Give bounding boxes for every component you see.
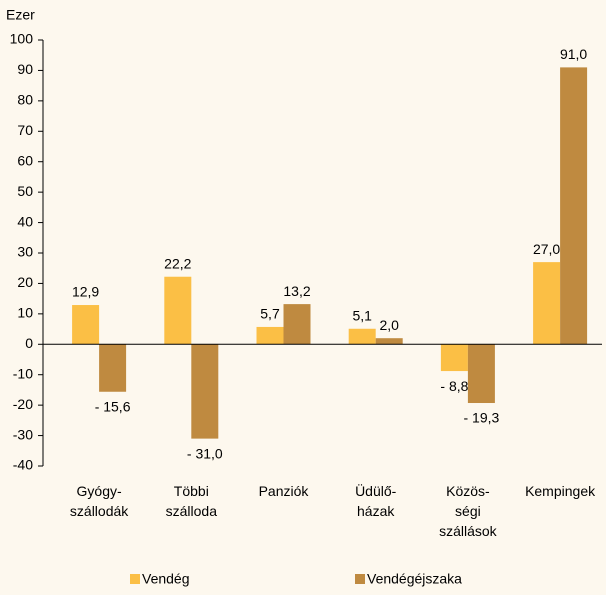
bar [440,344,468,372]
y-tick-label: 50 [17,183,33,199]
bar [560,67,588,345]
y-tick-label: 80 [17,92,33,108]
y-tick-label: -20 [13,396,33,412]
legend-swatch [130,574,140,584]
data-label: 91,0 [560,46,587,62]
x-tick-label: Kempingek [525,483,596,499]
y-tick-label: 30 [17,244,33,260]
bar [283,304,311,345]
bar [375,338,403,345]
data-label: 13,2 [283,283,310,299]
data-label: 5,1 [352,307,372,323]
y-axis-label: Ezer [6,7,35,23]
y-tick-label: 20 [17,274,33,290]
bar [533,262,561,345]
data-label: 27,0 [533,241,560,257]
data-label: 22,2 [164,255,191,271]
x-tick-line: szállodák [70,503,129,519]
x-tick-line: Kempingek [525,483,596,499]
x-tick-line: szállások [439,523,498,539]
y-tick-label: -10 [13,365,33,381]
y-tick-label: 90 [17,61,33,77]
x-tick-line: Többi [174,483,209,499]
x-tick-label: Közös-ségi szállások [439,483,498,539]
x-tick-label: Üdülő-házak [355,482,397,519]
x-tick-line: Közös- [446,483,490,499]
bar [191,344,219,439]
data-label: - 31,0 [187,445,223,461]
x-tick-line: házak [357,503,395,519]
bar [99,344,127,392]
bar [467,344,495,404]
legend-label: Vendég [142,571,190,587]
y-tick-label: 60 [17,152,33,168]
y-tick-label: 70 [17,122,33,138]
y-tick-label: 10 [17,305,33,321]
x-tick-line: Gyógy- [77,483,122,499]
x-tick-line: szálloda [166,503,218,519]
x-tick-line: ségi [455,503,481,519]
x-tick-label: Gyógy-szállodák [70,483,129,519]
legend-swatch [355,574,365,584]
y-tick-label: 100 [10,31,34,47]
x-tick-label: Panziók [259,483,310,499]
y-tick-label: -30 [13,426,33,442]
y-tick-label: 0 [25,335,33,351]
x-tick-label: Többi szálloda [166,483,218,519]
bar [348,328,376,345]
bar [72,305,100,345]
legend-label: Vendégéjszaka [367,571,462,587]
data-label: - 15,6 [95,398,131,414]
y-tick-label: -40 [13,457,33,473]
bar [164,276,192,345]
data-label: - 8,8 [440,378,468,394]
x-tick-line: Üdülő- [355,482,397,499]
y-tick-label: 40 [17,213,33,229]
bar [256,326,284,345]
data-label: 2,0 [379,317,399,333]
data-label: 12,9 [72,284,99,300]
x-tick-line: Panziók [259,483,310,499]
data-label: - 19,3 [463,410,499,426]
data-label: 5,7 [260,306,280,322]
